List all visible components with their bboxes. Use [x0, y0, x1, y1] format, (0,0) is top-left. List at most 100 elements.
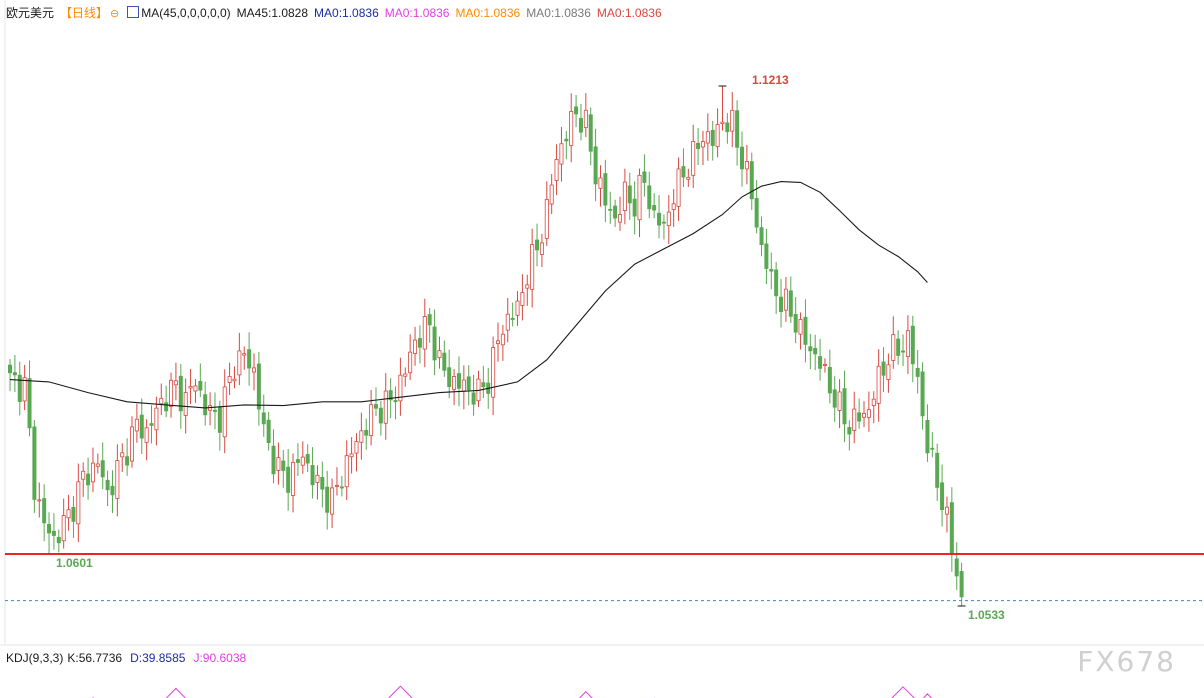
candle-down [593, 146, 598, 185]
candle-up [622, 181, 627, 212]
candle-down [417, 338, 422, 348]
candle-down [364, 429, 369, 436]
candle-down [456, 373, 461, 389]
period-toggle-icon[interactable]: ⊖ [110, 8, 120, 20]
candle-down [261, 412, 266, 425]
candle-down [466, 376, 471, 390]
candle-down [788, 290, 793, 317]
candle-down [608, 208, 613, 211]
candle-up [334, 485, 339, 487]
candle-up [744, 161, 749, 170]
candle-down [754, 198, 759, 228]
candle-up [700, 141, 705, 148]
candle-up [671, 203, 676, 210]
candle-up [520, 292, 525, 306]
candle-down [857, 412, 862, 422]
candle-down [286, 466, 291, 493]
candle-down [632, 198, 637, 217]
candle-down [432, 326, 437, 361]
candle-down [749, 161, 754, 200]
candle-down [642, 171, 647, 183]
candle-down [217, 406, 222, 433]
candle-up [222, 386, 227, 438]
candle-up [300, 456, 305, 466]
kdj-title: KDJ(9,3,3) [6, 651, 64, 665]
candle-up [798, 319, 803, 335]
ma0-value-5: MA0:1.0836 [596, 6, 662, 20]
candle-up [76, 481, 81, 525]
candle-up [154, 407, 159, 431]
candle-up [37, 499, 42, 502]
candle-up [22, 377, 27, 402]
candle-down [949, 502, 954, 555]
candle-up [686, 176, 691, 180]
kdj-legend: KDJ(9,3,3) K:56.7736 D:39.8585 J:90.6038 [6, 651, 254, 665]
candle-up [120, 452, 125, 458]
kdj-j-line [92, 685, 933, 698]
candle-up [891, 334, 896, 361]
candle-down [256, 363, 261, 410]
candle-up [569, 111, 574, 146]
candle-down [178, 375, 183, 412]
candle-up [862, 412, 867, 418]
candle-up [852, 408, 857, 431]
candle-up [66, 509, 71, 519]
candle-up [398, 374, 403, 402]
candle-down [925, 420, 930, 454]
candle-down [32, 426, 37, 500]
candle-up [525, 284, 530, 289]
kdj-j-value: J:90.6038 [193, 651, 247, 665]
candle-up [95, 463, 100, 467]
candle-down [51, 530, 56, 536]
high-price-label: 1.1213 [752, 73, 789, 87]
candle-up [515, 300, 520, 316]
candle-down [652, 205, 657, 211]
candle-down [896, 338, 901, 356]
candle-up [905, 330, 910, 358]
candle-down [281, 460, 286, 471]
candle-up [720, 121, 725, 124]
candle-up [783, 288, 788, 311]
candle-down [105, 479, 110, 491]
candle-down [954, 558, 959, 577]
candle-down [266, 419, 271, 444]
candle-up [330, 487, 335, 515]
candle-up [251, 367, 256, 373]
candle-up [871, 398, 876, 407]
candle-down [339, 486, 344, 489]
candle-up [129, 426, 134, 462]
candle-up [383, 390, 388, 424]
candle-up [349, 453, 354, 458]
candle-up [315, 474, 320, 483]
candle-up [242, 353, 247, 356]
candle-up [354, 441, 359, 454]
low-price-label: 1.0601 [56, 556, 93, 570]
candle-down [915, 367, 920, 377]
candle-down [661, 221, 666, 224]
candle-down [574, 106, 579, 115]
candle-down [588, 114, 593, 152]
candle-down [930, 447, 935, 450]
candle-down [325, 486, 330, 513]
candle-up [173, 380, 178, 386]
candle-down [86, 473, 91, 486]
candle-up [169, 379, 174, 407]
candle-down [212, 409, 217, 412]
period-label[interactable]: 【日线】 [60, 6, 109, 20]
candle-down [842, 388, 847, 425]
candle-down [959, 571, 964, 598]
candle-up [495, 340, 500, 345]
candle-down [696, 142, 701, 150]
candle-down [764, 243, 769, 269]
candle-up [232, 378, 237, 382]
candle-up [90, 462, 95, 483]
candle-down [774, 269, 779, 297]
candle-up [500, 333, 505, 346]
candle-down [310, 465, 315, 486]
candle-up [291, 462, 296, 496]
kdj-k-value: K:56.7736 [67, 651, 123, 665]
candle-down [818, 356, 823, 369]
ma-settings-icon[interactable] [127, 6, 140, 18]
symbol-name: 欧元美元 [6, 6, 55, 20]
ma0-value-3: MA0:1.0836 [455, 6, 521, 20]
